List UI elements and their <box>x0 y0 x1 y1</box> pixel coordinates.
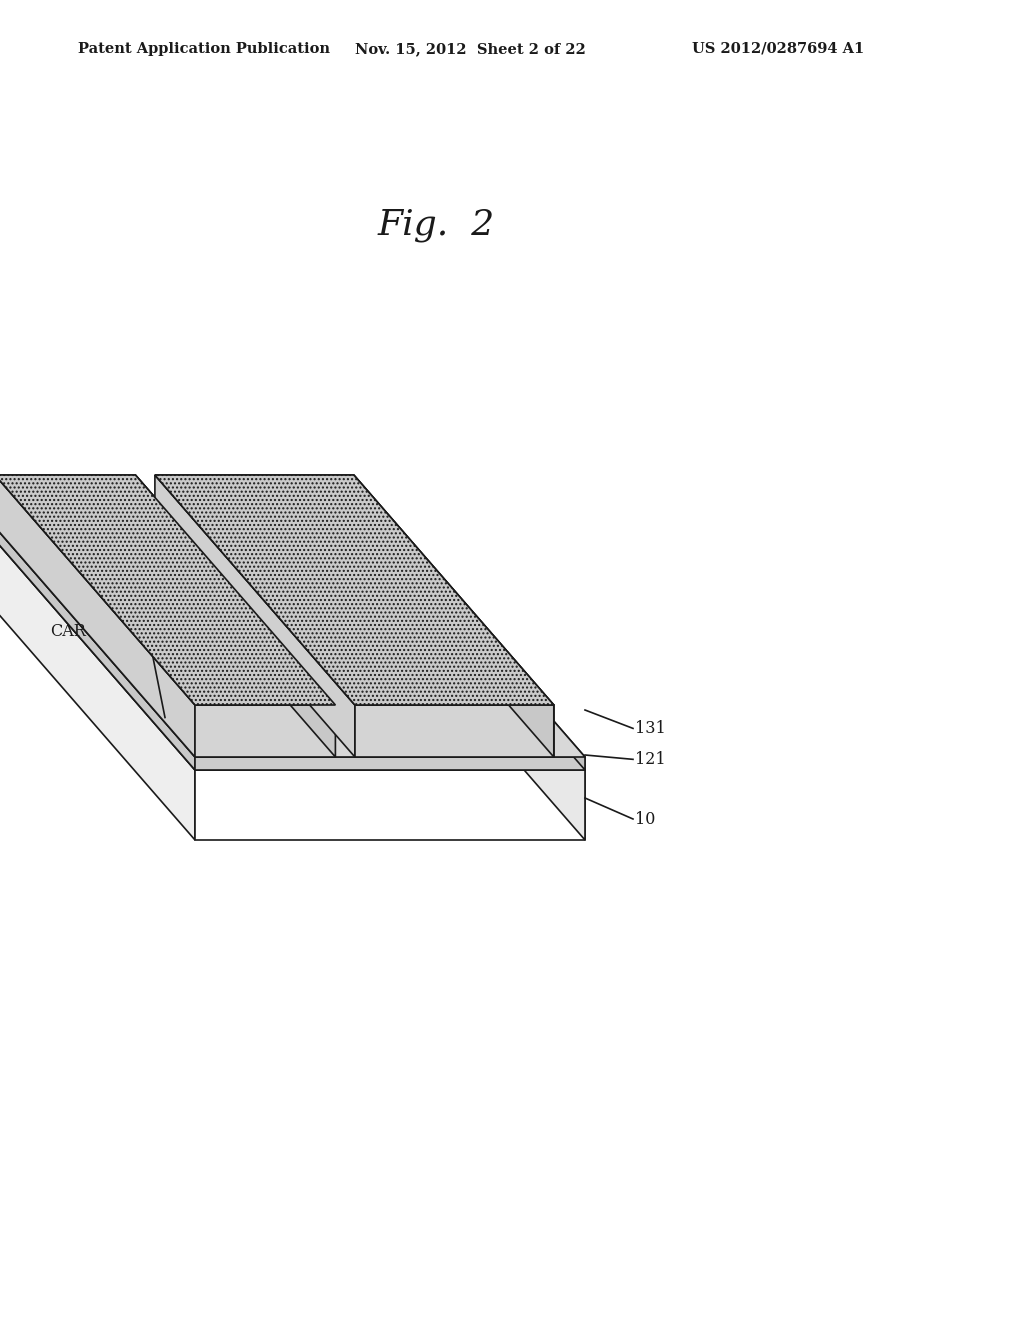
Polygon shape <box>0 527 195 770</box>
Text: 10: 10 <box>635 810 655 828</box>
Polygon shape <box>155 475 355 756</box>
Polygon shape <box>195 705 336 756</box>
Polygon shape <box>135 475 336 756</box>
Text: 131: 131 <box>635 719 666 737</box>
Polygon shape <box>195 770 585 840</box>
Text: 121: 121 <box>635 751 666 768</box>
Polygon shape <box>155 475 554 705</box>
Text: WCTR: WCTR <box>314 531 366 548</box>
Polygon shape <box>195 756 585 770</box>
Polygon shape <box>155 475 554 705</box>
Polygon shape <box>354 475 554 756</box>
Polygon shape <box>0 475 336 705</box>
Polygon shape <box>385 540 585 840</box>
Polygon shape <box>0 527 585 756</box>
Text: Patent Application Publication: Patent Application Publication <box>78 42 330 55</box>
Polygon shape <box>385 527 585 770</box>
Text: US 2012/0287694 A1: US 2012/0287694 A1 <box>692 42 864 55</box>
Polygon shape <box>355 705 554 756</box>
Text: Fig.  2: Fig. 2 <box>378 209 496 242</box>
Text: Nov. 15, 2012  Sheet 2 of 22: Nov. 15, 2012 Sheet 2 of 22 <box>355 42 586 55</box>
Polygon shape <box>0 475 336 705</box>
Polygon shape <box>0 475 195 756</box>
Text: CAR: CAR <box>50 623 86 639</box>
Polygon shape <box>0 540 585 770</box>
Polygon shape <box>0 540 195 840</box>
